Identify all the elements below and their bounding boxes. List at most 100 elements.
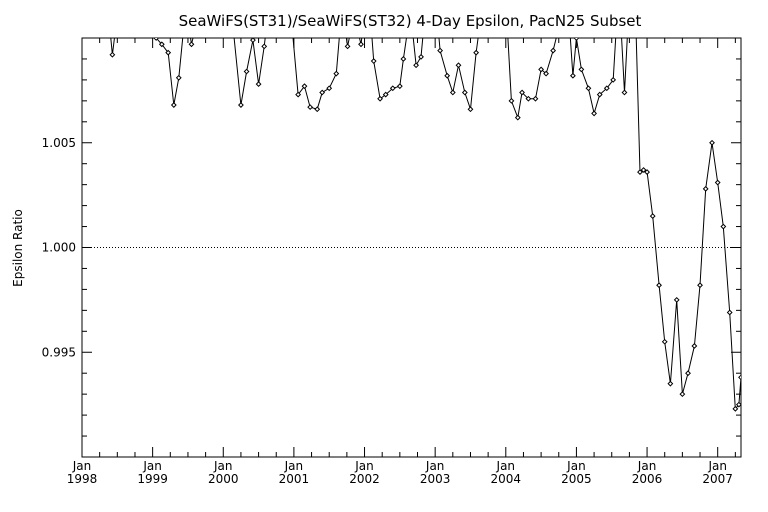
data-point (307, 104, 314, 111)
data-point (603, 85, 610, 92)
data-point (288, 6, 292, 10)
data-point (709, 139, 715, 146)
y-axis-ticks: 0.995 1.000 1.005 (42, 58, 741, 437)
x-tick-month-label: Jan (284, 459, 304, 473)
data-point (175, 74, 182, 81)
data-point (649, 213, 656, 219)
data-point (578, 66, 585, 73)
data-point (508, 97, 515, 104)
data-point (640, 167, 647, 173)
data-point (455, 62, 462, 69)
data-point (444, 72, 451, 79)
data-point (738, 374, 741, 381)
plot-frame (81, 37, 742, 458)
x-axis-ticks: Jan1998Jan1999Jan2000Jan2001Jan2002Jan20… (67, 38, 736, 486)
data-point (726, 309, 733, 316)
x-tick-month-label: Jan (72, 459, 92, 473)
data-point (461, 89, 468, 96)
x-tick-month-label: Jan (707, 459, 727, 473)
series-group (109, 0, 741, 412)
series-line (110, 38, 741, 411)
data-point (188, 41, 195, 48)
data-point (550, 47, 557, 54)
data-point (481, 0, 485, 2)
x-tick-month-label: Jan (496, 459, 516, 473)
data-point (543, 70, 549, 77)
x-tick-month-label: Jan (354, 459, 374, 473)
data-point (532, 95, 539, 102)
x-tick-month-label: Jan (142, 459, 162, 473)
data-point (644, 169, 650, 175)
x-tick-month-label: Jan (425, 459, 445, 473)
x-tick-year-label: 2001 (279, 472, 310, 486)
x-tick-year-label: 2006 (632, 472, 663, 486)
data-point (165, 49, 172, 56)
data-point (340, 4, 344, 8)
x-tick-year-label: 2004 (491, 472, 522, 486)
data-point (720, 223, 727, 230)
data-point (228, 0, 232, 2)
x-tick-year-label: 2000 (208, 472, 239, 486)
data-point (250, 38, 256, 44)
data-point (449, 89, 456, 96)
data-point (732, 405, 739, 412)
x-tick-year-label: 2005 (561, 472, 592, 486)
data-point (697, 282, 703, 289)
data-point (170, 102, 177, 108)
x-tick-month-label: Jan (566, 459, 586, 473)
data-point (691, 343, 698, 349)
plot-border (81, 37, 742, 458)
data-point (569, 72, 576, 79)
data-point (656, 282, 662, 289)
data-point (158, 41, 165, 48)
data-point (610, 76, 617, 83)
x-tick-year-label: 2002 (349, 472, 380, 486)
data-point (473, 49, 480, 56)
data-point (243, 68, 250, 75)
data-point (261, 43, 268, 50)
x-tick-month-label: Jan (213, 459, 233, 473)
data-point (685, 370, 691, 377)
data-point (621, 89, 628, 96)
data-point (255, 81, 262, 87)
data-point (667, 380, 674, 387)
data-point (519, 89, 525, 96)
data-point (326, 85, 333, 92)
data-point (661, 338, 668, 345)
x-tick-year-label: 2003 (420, 472, 451, 486)
data-point (702, 185, 709, 192)
data-point (344, 43, 351, 50)
data-point (370, 58, 377, 64)
data-point (400, 56, 407, 62)
data-point (396, 83, 403, 90)
data-point (679, 391, 686, 398)
data-point (377, 95, 383, 102)
data-point (514, 114, 521, 121)
data-point (153, 38, 160, 41)
data-point (333, 70, 340, 77)
y-axis-label: Epsilon Ratio (11, 209, 25, 287)
data-point (467, 106, 474, 113)
x-tick-year-label: 2007 (702, 472, 733, 486)
data-point (413, 62, 419, 69)
data-point (637, 169, 643, 175)
x-tick-year-label: 1999 (137, 472, 168, 486)
data-point (109, 51, 116, 58)
data-point (591, 110, 597, 117)
y-tick-label: 0.995 (42, 345, 76, 359)
data-point (319, 89, 326, 96)
x-tick-year-label: 1998 (67, 472, 98, 486)
data-point (525, 95, 532, 102)
data-point (301, 83, 308, 90)
x-tick-month-label: Jan (637, 459, 657, 473)
data-point (585, 85, 592, 92)
data-point (673, 296, 680, 303)
data-point (184, 4, 188, 8)
data-point (596, 91, 603, 98)
data-point (418, 53, 424, 60)
data-point (389, 85, 396, 92)
data-point (358, 41, 364, 48)
data-point (238, 102, 244, 108)
data-point (314, 106, 321, 113)
